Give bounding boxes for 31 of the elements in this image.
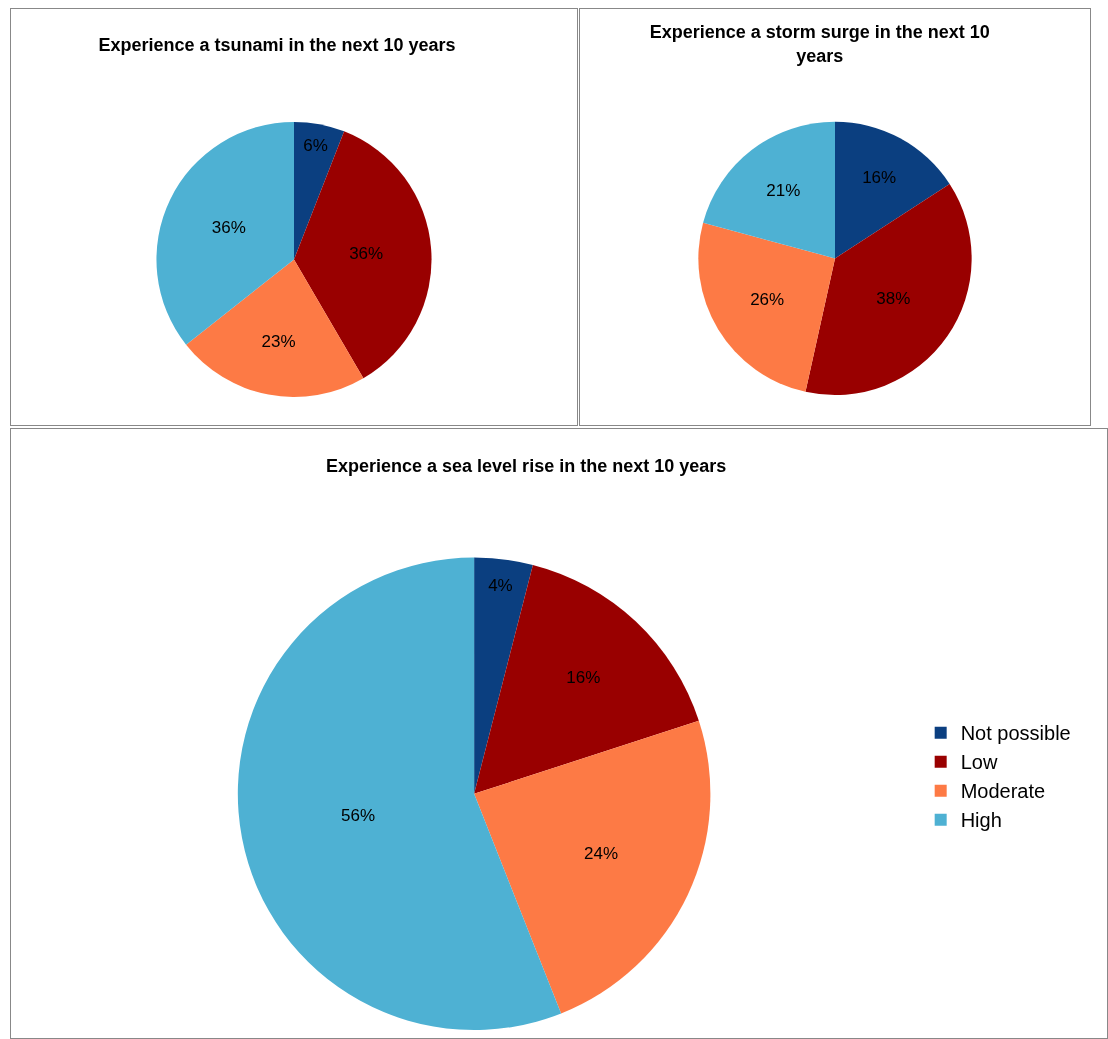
pie-slice — [474, 720, 710, 1014]
chart-title: Experience a sea level rise in the next 10 years — [325, 456, 727, 477]
pie-slice — [474, 564, 699, 794]
legend-label: Moderate — [960, 780, 1046, 803]
data-label: 38% — [876, 289, 911, 309]
chart-title: Experience a storm surge in the next 10 years — [649, 22, 990, 66]
pie-slice — [703, 121, 835, 259]
pie-slice — [156, 121, 294, 345]
pie-slice — [835, 121, 950, 259]
pie-slice — [805, 184, 972, 395]
data-label: 4% — [488, 575, 513, 595]
pie-slice — [294, 121, 345, 260]
data-label: 16% — [862, 167, 897, 187]
legend-label: Low — [960, 751, 998, 774]
data-label: 23% — [261, 331, 296, 351]
pie-slice — [186, 259, 364, 397]
data-label: 21% — [766, 181, 801, 201]
chart-title: Experience a tsunami in the next 10 years — [98, 34, 456, 55]
data-label: 24% — [584, 844, 619, 864]
pie-slice — [294, 131, 432, 379]
pie-slice — [698, 222, 835, 392]
data-label: 36% — [211, 218, 246, 238]
legend-label: Not possible — [960, 722, 1071, 745]
data-label: 16% — [566, 668, 601, 688]
data-label: 6% — [303, 135, 328, 155]
data-label: 56% — [341, 806, 376, 826]
data-label: 36% — [349, 244, 384, 264]
legend-label: High — [960, 809, 1002, 832]
data-label: 26% — [750, 289, 785, 309]
pie-slice — [474, 557, 533, 794]
pie-slice — [238, 557, 562, 1031]
